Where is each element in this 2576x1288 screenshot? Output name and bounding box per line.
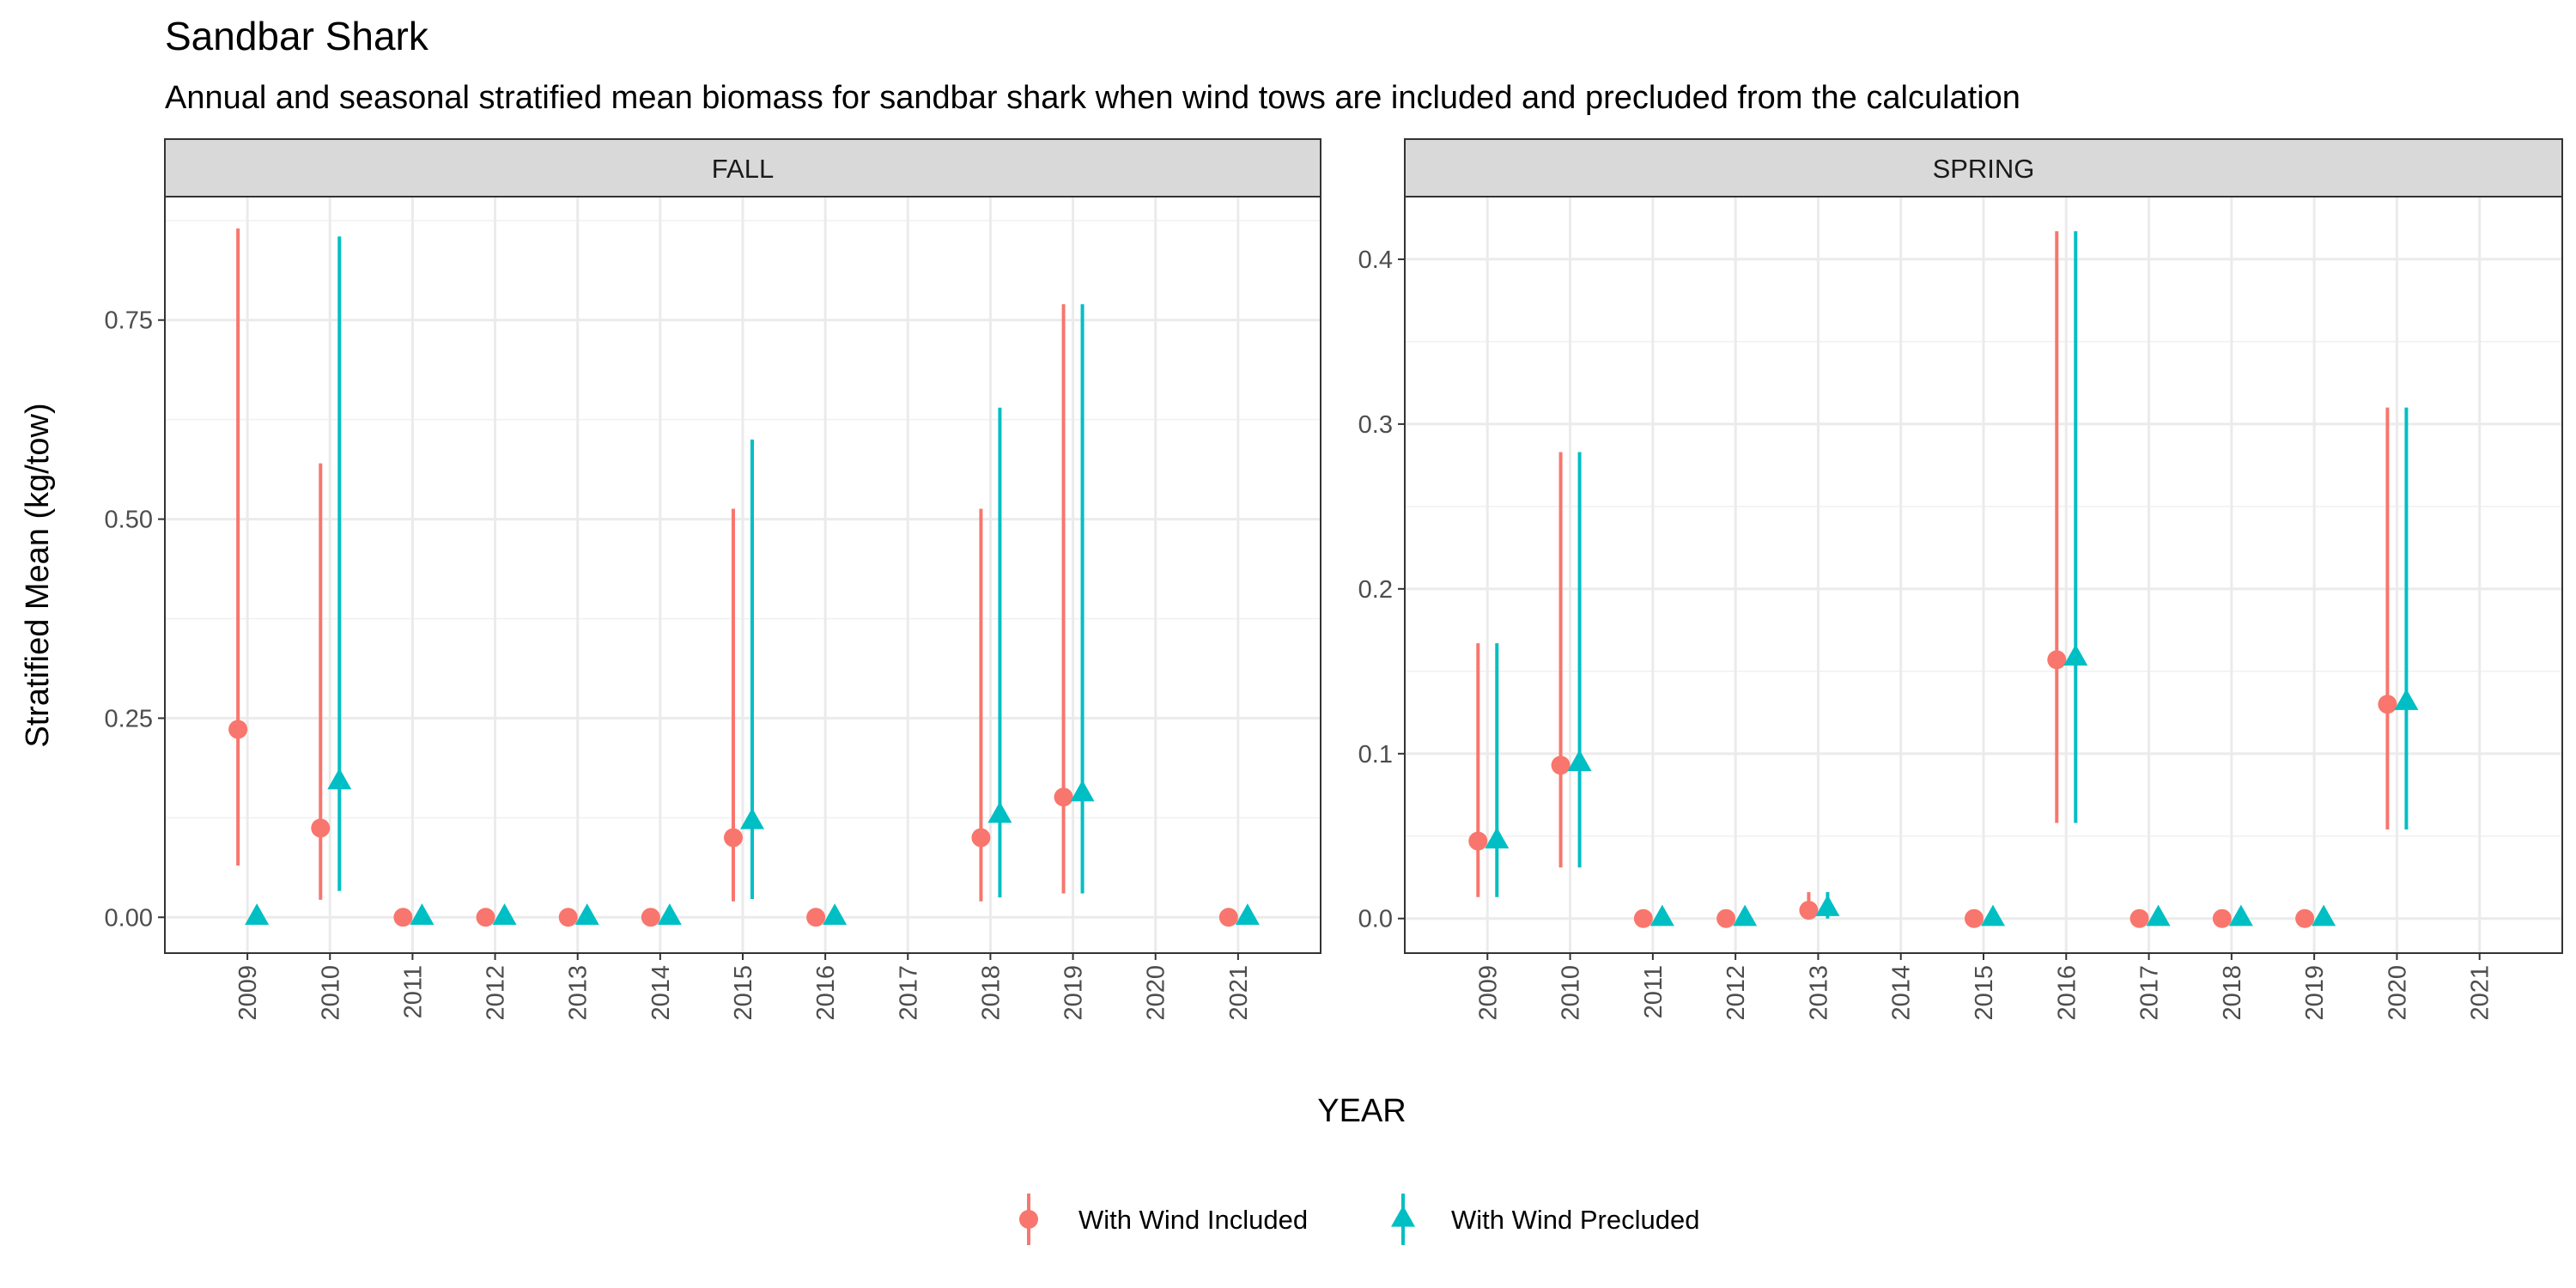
point-triangle — [2228, 904, 2253, 927]
point-triangle — [1235, 903, 1260, 925]
point-circle — [476, 908, 495, 927]
point-triangle — [740, 807, 764, 829]
strip-background — [164, 138, 1321, 197]
point-triangle — [245, 903, 270, 925]
y-tick-label: 0.25 — [105, 705, 153, 732]
panel-border — [164, 196, 1321, 954]
x-tick-label: 2019 — [2301, 965, 2329, 1021]
point-triangle — [2063, 644, 2088, 666]
y-tick-label: 0.3 — [1358, 411, 1393, 439]
point-triangle — [492, 903, 517, 925]
y-tick-label: 0.2 — [1358, 576, 1393, 604]
x-tick-label: 2010 — [1558, 965, 1585, 1021]
y-tick-label: 0.50 — [105, 507, 153, 534]
point-circle — [228, 720, 248, 739]
chart-subtitle: Annual and seasonal stratified mean biom… — [165, 80, 2020, 116]
x-tick-label: 2017 — [895, 965, 922, 1021]
x-tick-label: 2020 — [2384, 965, 2411, 1021]
x-tick-label: 2010 — [317, 965, 344, 1021]
chart-title: Sandbar Shark — [165, 14, 429, 58]
x-tick-label: 2018 — [2219, 965, 2246, 1021]
legend-label: With Wind Included — [1078, 1205, 1308, 1235]
point-circle — [971, 828, 991, 848]
point-circle — [2378, 695, 2397, 714]
point-circle — [2129, 908, 2149, 928]
point-circle — [1054, 787, 1073, 807]
point-circle — [1551, 756, 1571, 775]
y-axis-title: Stratified Mean (kg/tow) — [20, 403, 56, 747]
y-tick-label: 0.1 — [1358, 741, 1393, 769]
point-circle — [1799, 901, 1819, 920]
point-triangle — [1485, 827, 1510, 849]
strip-label: SPRING — [1933, 154, 2035, 184]
legend-circle — [1019, 1210, 1038, 1229]
panel-spring: SPRING 0.0 0.1 0.2 0.3 0.4 2009 2010 2011 2012 201… — [1358, 138, 2563, 1021]
legend: With Wind Included With Wind Precluded — [1019, 1194, 1699, 1245]
point-circle — [806, 908, 826, 927]
point-circle — [2212, 908, 2232, 928]
point-triangle — [1981, 904, 2005, 927]
panel-border — [1404, 196, 2563, 954]
x-tick-label: 2011 — [1640, 965, 1668, 1018]
point-circle — [393, 908, 413, 927]
x-tick-label: 2016 — [2053, 965, 2081, 1021]
x-tick-label: 2013 — [1805, 965, 1832, 1021]
x-tick-label: 2011 — [399, 965, 427, 1018]
point-circle — [1716, 908, 1736, 928]
x-tick-label: 2009 — [1474, 965, 1502, 1021]
legend-triangle — [1391, 1205, 1415, 1227]
y-tick-label: 0.0 — [1358, 906, 1393, 933]
y-tick-label: 0.75 — [105, 307, 153, 335]
point-triangle — [2394, 689, 2419, 710]
point-circle — [1965, 908, 1984, 928]
strip-background — [1404, 138, 2563, 197]
point-circle — [2047, 650, 2067, 670]
x-tick-label: 2015 — [1971, 965, 1998, 1021]
point-circle — [641, 908, 660, 927]
x-tick-label: 2021 — [2467, 965, 2494, 1021]
point-triangle — [657, 903, 682, 925]
point-circle — [1468, 831, 1488, 851]
x-tick-label: 2017 — [2136, 965, 2164, 1021]
y-tick-label: 0.00 — [105, 904, 153, 932]
x-tick-label: 2018 — [977, 965, 1005, 1021]
x-tick-label: 2014 — [647, 965, 675, 1021]
x-tick-label: 2020 — [1143, 965, 1170, 1021]
point-triangle — [1070, 780, 1095, 802]
x-tick-label: 2016 — [812, 965, 840, 1021]
point-circle — [1218, 908, 1238, 927]
point-triangle — [1815, 895, 1840, 916]
x-tick-label: 2019 — [1060, 965, 1088, 1021]
x-tick-label: 2012 — [1722, 965, 1750, 1021]
x-tick-label: 2009 — [234, 965, 262, 1021]
point-circle — [2295, 908, 2315, 928]
point-circle — [1633, 908, 1653, 928]
point-triangle — [327, 768, 352, 790]
y-tick-label: 0.4 — [1358, 246, 1393, 274]
point-triangle — [574, 903, 599, 925]
point-triangle — [823, 903, 848, 925]
x-tick-label: 2013 — [565, 965, 592, 1021]
x-tick-label: 2014 — [1888, 965, 1916, 1021]
point-circle — [311, 818, 331, 838]
x-tick-label: 2015 — [730, 965, 757, 1021]
point-triangle — [1567, 750, 1592, 771]
point-triangle — [1733, 904, 1758, 927]
strip-label: FALL — [712, 154, 774, 184]
point-triangle — [1649, 904, 1674, 927]
point-circle — [724, 828, 743, 848]
point-triangle — [410, 903, 434, 925]
point-triangle — [2312, 904, 2336, 927]
point-triangle — [2146, 904, 2171, 927]
x-tick-label: 2012 — [483, 965, 510, 1021]
x-axis-title: YEAR — [1317, 1093, 1406, 1129]
panel-fall: FALL 0.00 0.25 0.50 0.75 2009 2010 2011 2012 2013… — [105, 138, 1321, 1021]
x-tick-label: 2021 — [1225, 965, 1253, 1021]
point-triangle — [987, 801, 1012, 823]
point-circle — [558, 908, 578, 927]
legend-label: With Wind Precluded — [1451, 1205, 1699, 1235]
